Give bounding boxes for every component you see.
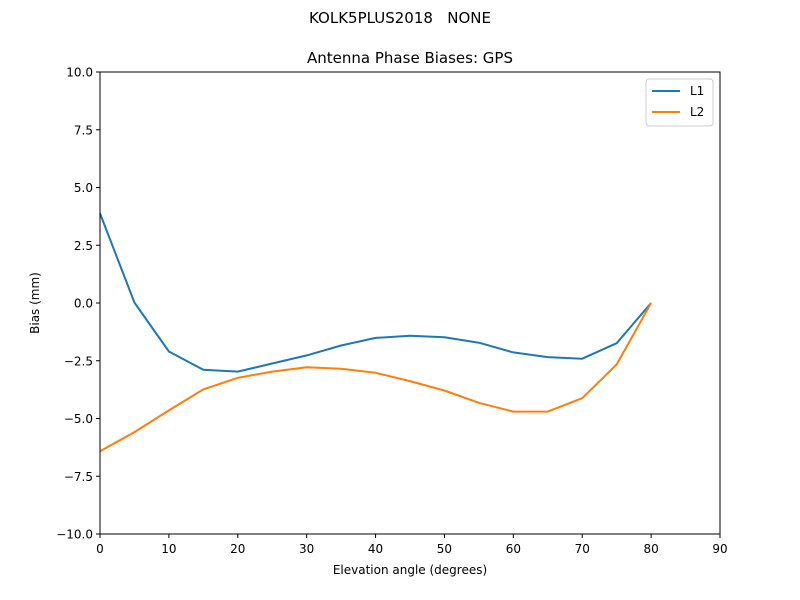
plot-lines [99,213,652,453]
x-tick-label: 80 [643,542,658,556]
series-line-l2 [99,302,652,453]
x-tick-label: 60 [506,542,521,556]
y-tick-label: 10.0 [66,66,93,80]
x-tick-label: 90 [712,542,727,556]
legend-label-l2: L2 [690,105,704,119]
y-axis-label: Bias (mm) [28,272,42,334]
y-tick-label: 2.5 [74,239,93,253]
series-line-l1 [99,213,652,373]
x-tick-label: 50 [437,542,452,556]
plot-frame [99,71,721,535]
x-axis-label: Elevation angle (degrees) [333,563,487,577]
x-tick-label: 20 [230,542,245,556]
x-tick-label: 0 [96,542,104,556]
x-tick-label: 30 [299,542,314,556]
chart-title: Antenna Phase Biases: GPS [307,49,513,67]
x-tick-label: 70 [575,542,590,556]
y-tick-label: 5.0 [74,181,93,195]
y-tick-label: −7.5 [64,470,93,484]
y-tick-label: −10.0 [56,528,93,542]
x-tick-label: 40 [368,542,383,556]
y-tick-label: 7.5 [74,123,93,137]
legend: L1 L2 [645,78,714,127]
legend-label-l1: L1 [690,84,704,98]
y-axis: −10.0 −7.5 −5.0 −2.5 0.0 2.5 5.0 7.5 10.0 [56,66,100,542]
x-tick-label: 10 [161,542,176,556]
y-tick-label: −5.0 [64,412,93,426]
figure-suptitle: KOLK5PLUS2018 NONE [309,9,491,27]
x-axis: 0 10 20 30 40 50 60 70 80 90 [96,534,728,556]
y-tick-label: 0.0 [74,297,93,311]
y-tick-label: −2.5 [64,354,93,368]
